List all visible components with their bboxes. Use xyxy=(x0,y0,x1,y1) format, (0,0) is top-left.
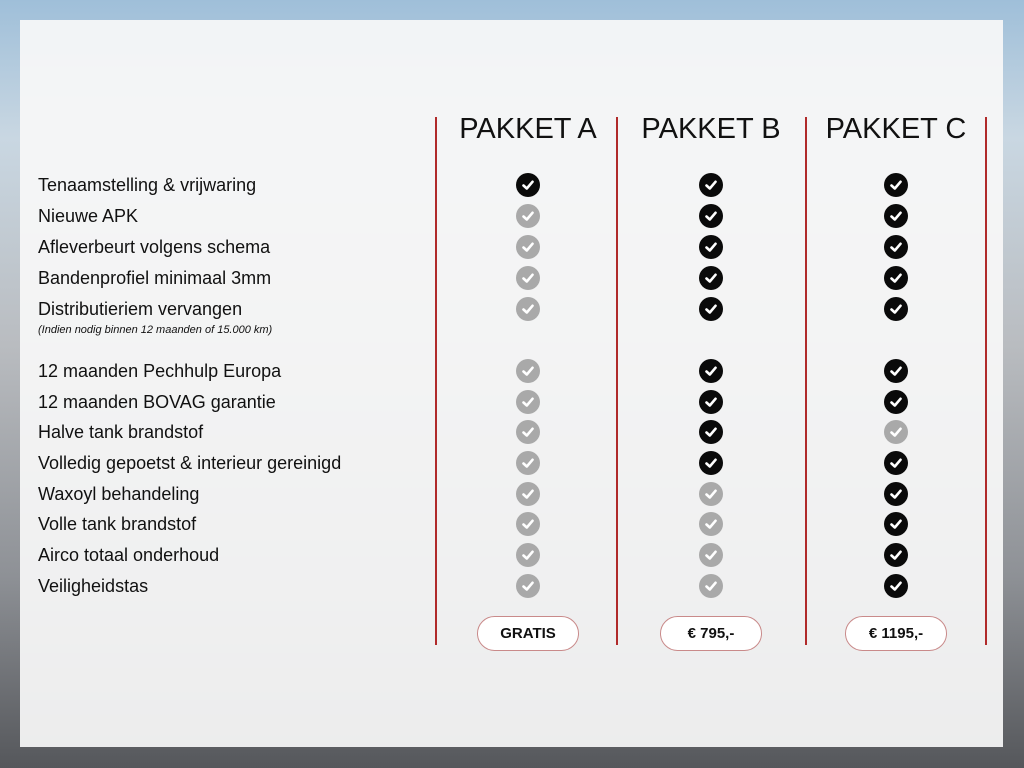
feature-label: Volledig gepoetst & interieur gereinigd xyxy=(38,453,342,473)
price-button[interactable]: € 1195,- xyxy=(845,616,947,651)
check-excluded-icon xyxy=(516,482,540,506)
check-excluded-icon xyxy=(516,512,540,536)
check-excluded-icon xyxy=(699,543,723,567)
package-title: PAKKET C xyxy=(825,113,967,145)
check-included-icon xyxy=(699,266,723,290)
distributieriem-note: (Indien nodig binnen 12 maanden of 15.00… xyxy=(38,324,273,336)
check-included-icon xyxy=(884,297,908,321)
column-divider xyxy=(805,117,807,645)
check-included-icon xyxy=(884,390,908,414)
feature-label: Airco totaal onderhoud xyxy=(38,545,220,565)
check-excluded-icon xyxy=(699,574,723,598)
check-included-icon xyxy=(699,297,723,321)
check-included-icon xyxy=(699,420,723,444)
column-divider xyxy=(985,117,987,645)
check-included-icon xyxy=(884,512,908,536)
check-excluded-icon xyxy=(516,574,540,598)
check-included-icon xyxy=(699,173,723,197)
column-divider xyxy=(616,117,618,645)
check-excluded-icon xyxy=(699,512,723,536)
check-excluded-icon xyxy=(516,390,540,414)
feature-label: 12 maanden Pechhulp Europa xyxy=(38,361,282,381)
feature-label: Afleverbeurt volgens schema xyxy=(38,237,271,257)
price-button[interactable]: € 795,- xyxy=(660,616,762,651)
package-title: PAKKET B xyxy=(641,113,781,145)
feature-label: Veiligheidstas xyxy=(38,576,149,596)
check-excluded-icon xyxy=(516,543,540,567)
check-included-icon xyxy=(884,359,908,383)
check-excluded-icon xyxy=(516,451,540,475)
check-excluded-icon xyxy=(699,482,723,506)
check-included-icon xyxy=(884,266,908,290)
feature-label: Halve tank brandstof xyxy=(38,422,204,442)
check-included-icon xyxy=(699,235,723,259)
check-excluded-icon xyxy=(516,420,540,444)
check-included-icon xyxy=(699,451,723,475)
check-included-icon xyxy=(884,451,908,475)
feature-label: Bandenprofiel minimaal 3mm xyxy=(38,268,272,288)
column-divider xyxy=(435,117,437,645)
check-excluded-icon xyxy=(516,204,540,228)
check-included-icon xyxy=(516,173,540,197)
check-included-icon xyxy=(699,359,723,383)
feature-label: Waxoyl behandeling xyxy=(38,484,200,504)
check-included-icon xyxy=(884,543,908,567)
feature-label: Distributieriem vervangen xyxy=(38,299,243,319)
check-excluded-icon xyxy=(516,359,540,383)
check-included-icon xyxy=(884,235,908,259)
check-excluded-icon xyxy=(884,420,908,444)
check-excluded-icon xyxy=(516,297,540,321)
check-included-icon xyxy=(699,390,723,414)
feature-label: Nieuwe APK xyxy=(38,206,139,226)
feature-label: Volle tank brandstof xyxy=(38,514,197,534)
price-button[interactable]: GRATIS xyxy=(477,616,579,651)
package-title: PAKKET A xyxy=(459,113,597,145)
check-included-icon xyxy=(884,482,908,506)
check-excluded-icon xyxy=(516,266,540,290)
check-included-icon xyxy=(884,574,908,598)
check-included-icon xyxy=(884,173,908,197)
feature-label: Tenaamstelling & vrijwaring xyxy=(38,175,257,195)
check-included-icon xyxy=(699,204,723,228)
check-excluded-icon xyxy=(516,235,540,259)
feature-label: 12 maanden BOVAG garantie xyxy=(38,392,276,412)
check-included-icon xyxy=(884,204,908,228)
